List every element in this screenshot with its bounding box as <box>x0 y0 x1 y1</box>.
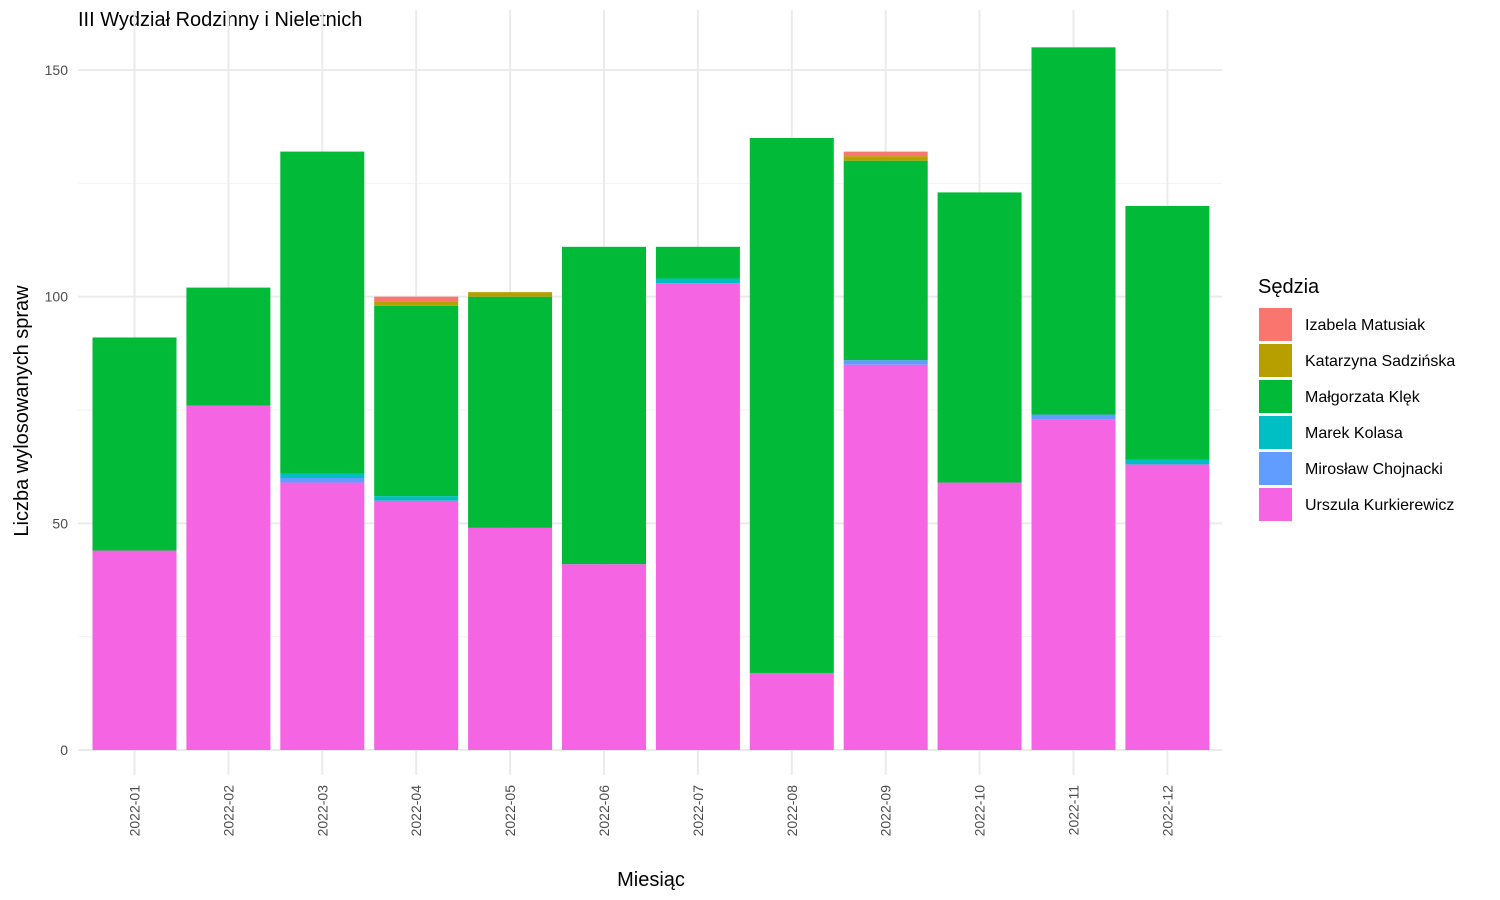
x-tick-label: 2022-07 <box>690 785 706 837</box>
legend-swatch <box>1259 308 1292 341</box>
bar-segment <box>280 473 365 478</box>
legend-label: Małgorzata Klęk <box>1305 389 1421 406</box>
legend: Sędzia Izabela Matusiak Katarzyna Sadzińs… <box>1258 276 1455 521</box>
bars <box>92 47 1210 750</box>
bar-segment <box>749 672 834 750</box>
bar-segment <box>1125 459 1210 465</box>
bar-segment <box>92 550 177 750</box>
bar-segment <box>937 192 1022 483</box>
bar-segment <box>468 527 553 750</box>
legend-swatch <box>1259 380 1292 413</box>
x-tick-label: 2022-08 <box>784 785 800 837</box>
bar-segment <box>843 160 928 361</box>
bar-segment <box>468 292 553 297</box>
bar-segment <box>655 283 740 750</box>
bar-segment <box>1031 47 1116 415</box>
x-axis-ticks: 2022-01 2022-02 2022-03 2022-04 2022-05 2022-… <box>127 785 1176 837</box>
y-tick-label: 150 <box>45 62 69 78</box>
y-tick-label: 0 <box>60 742 68 758</box>
bar-segment <box>186 287 271 406</box>
bar-segment <box>374 296 459 302</box>
bar-segment <box>937 482 1022 750</box>
bar-segment <box>280 478 365 483</box>
bar-segment <box>749 138 834 673</box>
legend-swatch <box>1259 344 1292 377</box>
bar-segment <box>655 246 740 279</box>
bar-segment <box>1031 414 1116 420</box>
bar-segment <box>374 496 459 501</box>
y-axis-ticks: 0 50 100 150 <box>45 62 69 758</box>
bar-segment <box>280 151 365 474</box>
x-tick-label: 2022-06 <box>596 785 612 837</box>
x-tick-label: 2022-09 <box>878 785 894 837</box>
legend-title: Sędzia <box>1258 276 1320 298</box>
x-tick-label: 2022-12 <box>1159 785 1175 837</box>
bar-segment <box>562 246 646 565</box>
bar-segment <box>280 482 365 750</box>
legend-label: Marek Kolasa <box>1305 425 1403 442</box>
y-axis-title: Liczba wylosowanych spraw <box>11 285 33 537</box>
bar-segment <box>843 364 928 750</box>
bar-segment <box>468 296 553 528</box>
legend-label: Urszula Kurkierewicz <box>1305 497 1454 514</box>
bar-segment <box>186 405 271 750</box>
x-tick-label: 2022-01 <box>127 785 143 837</box>
y-tick-label: 50 <box>52 515 68 531</box>
x-tick-label: 2022-02 <box>220 785 236 837</box>
x-tick-label: 2022-11 <box>1066 785 1082 836</box>
x-tick-label: 2022-10 <box>972 785 988 837</box>
y-tick-label: 100 <box>45 289 69 305</box>
bar-segment <box>843 156 928 161</box>
x-tick-label: 2022-03 <box>314 785 330 837</box>
bar-segment <box>1125 206 1210 460</box>
legend-label: Mirosław Chojnacki <box>1305 461 1443 478</box>
bar-segment <box>843 360 928 365</box>
legend-label: Izabela Matusiak <box>1305 317 1426 334</box>
bar-segment <box>374 305 459 497</box>
x-axis-title: Miesiąc <box>617 869 685 891</box>
legend-label: Katarzyna Sadzińska <box>1305 353 1455 370</box>
bar-segment <box>374 500 459 750</box>
bar-segment <box>562 564 646 750</box>
bar-segment <box>1125 464 1210 750</box>
x-tick-label: 2022-04 <box>408 785 424 837</box>
legend-swatch <box>1259 488 1292 521</box>
bar-segment <box>655 278 740 284</box>
bar-segment <box>843 151 928 157</box>
bar-segment <box>1031 419 1116 750</box>
chart-title: III Wydział Rodzinny i Nieletnich <box>78 9 362 31</box>
bar-segment <box>374 301 459 306</box>
legend-swatch <box>1259 452 1292 485</box>
bar-segment <box>92 337 177 551</box>
legend-swatch <box>1259 416 1292 449</box>
x-tick-label: 2022-05 <box>502 785 518 837</box>
